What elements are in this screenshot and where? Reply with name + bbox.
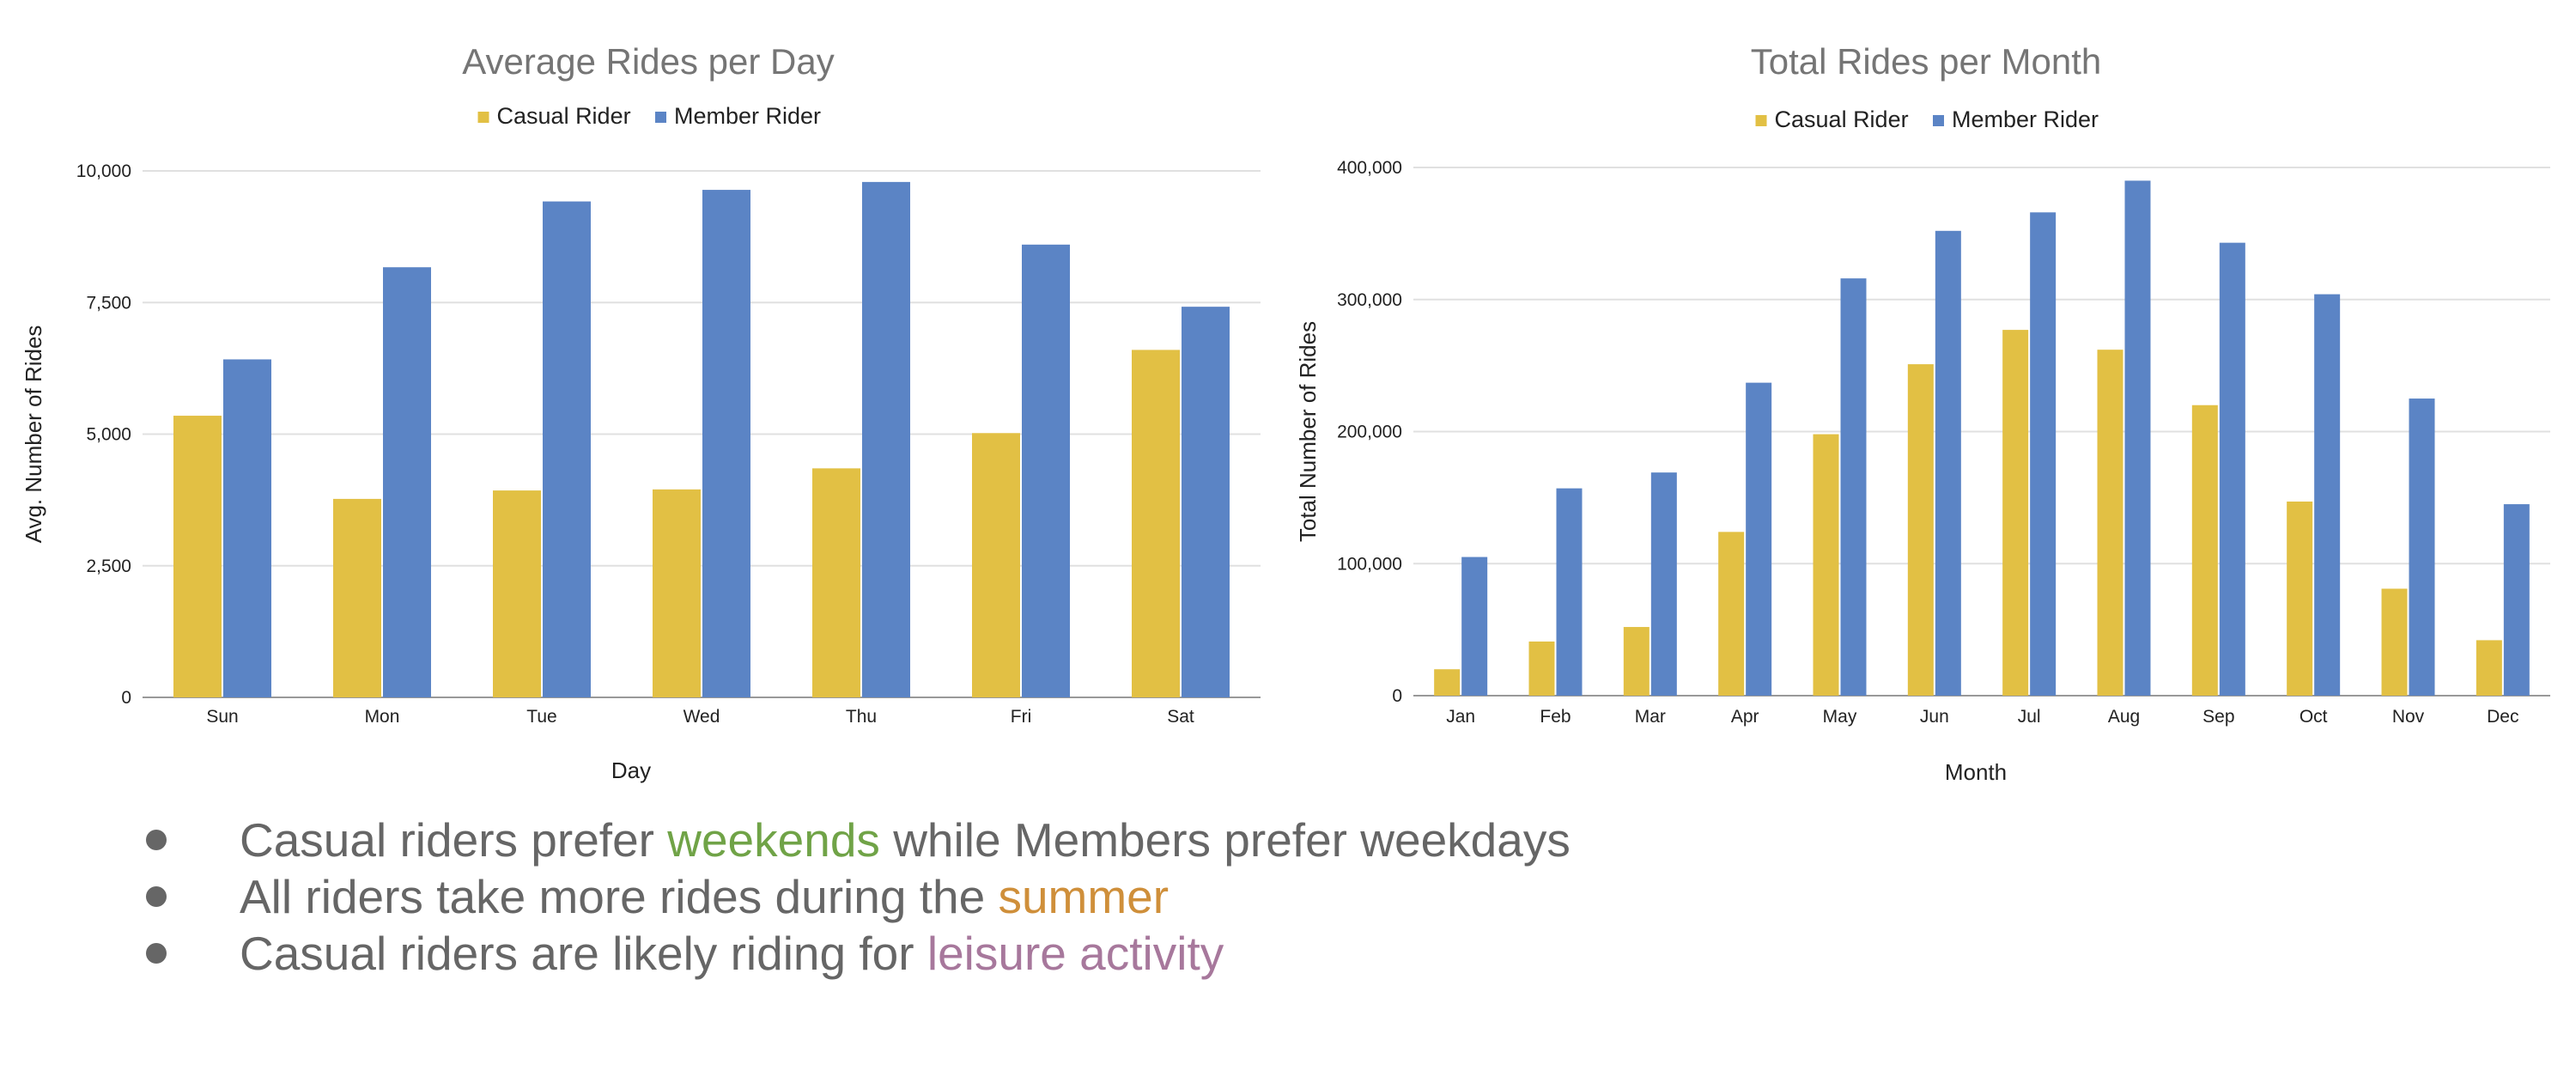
bar-casual-sep	[2191, 405, 2218, 696]
legend-swatch	[655, 112, 666, 123]
legend-swatch	[1933, 115, 1944, 126]
x-tick-label: Feb	[1540, 707, 1571, 727]
insight-text: Casual riders prefer weekends while Memb…	[240, 813, 1571, 867]
insight-item: Casual riders are likely riding for leis…	[146, 925, 1571, 982]
bar-member-nov	[2409, 398, 2435, 696]
bar-member-jan	[1461, 557, 1488, 696]
bar-member-may	[1840, 278, 1867, 696]
bar-casual-sat	[1132, 350, 1180, 697]
bar-casual-oct	[2287, 501, 2313, 696]
y-axis-title: Avg. Number of Rides	[21, 325, 46, 544]
legend-swatch	[477, 112, 489, 123]
y-tick-label: 5,000	[86, 425, 131, 445]
y-axis-title: Total Number of Rides	[1295, 321, 1321, 542]
legend-swatch	[1755, 115, 1767, 126]
bar-member-sat	[1182, 307, 1230, 697]
insight-text: All riders take more rides during the su…	[240, 870, 1170, 923]
legend-label: Casual Rider	[497, 103, 631, 129]
y-tick-label: 200,000	[1337, 423, 1402, 442]
x-tick-label: Wed	[683, 707, 720, 727]
x-axis-title: Month	[1945, 759, 2007, 785]
bar-casual-apr	[1718, 532, 1745, 696]
bar-casual-mar	[1623, 627, 1649, 696]
highlight-weekends: weekends	[667, 813, 880, 867]
highlight-leisure: leisure activity	[927, 927, 1224, 980]
bar-casual-may	[1813, 434, 1839, 696]
x-axis-title: Day	[611, 757, 651, 783]
x-tick-label: Sun	[206, 707, 238, 727]
bar-member-thu	[862, 181, 910, 698]
bar-casual-sun	[173, 416, 222, 697]
y-tick-label: 2,500	[86, 557, 131, 576]
x-tick-label: Apr	[1731, 707, 1759, 727]
x-tick-label: Jan	[1446, 707, 1475, 727]
bar-member-fri	[1022, 244, 1070, 697]
x-tick-label: Aug	[2108, 707, 2140, 727]
x-tick-label: Oct	[2300, 707, 2328, 727]
bar-member-jul	[2030, 212, 2057, 696]
bar-member-jun	[1935, 230, 1961, 696]
legend-label: Casual Rider	[1775, 106, 1909, 132]
bar-casual-jul	[2002, 330, 2029, 696]
insight-item: All riders take more rides during the su…	[146, 868, 1571, 925]
bar-casual-feb	[1528, 641, 1555, 696]
y-tick-label: 0	[121, 688, 131, 708]
y-tick-label: 400,000	[1337, 158, 1402, 178]
bar-member-aug	[2124, 180, 2151, 696]
x-tick-label: Thu	[846, 707, 877, 727]
chart-legend: Casual Rider Member Rider	[1755, 106, 2099, 132]
chart-title: Total Rides per Month	[1751, 41, 2102, 82]
x-tick-label: Jun	[1920, 707, 1949, 727]
x-tick-label: Nov	[2392, 707, 2425, 727]
legend-label: Member Rider	[1952, 106, 2099, 132]
y-tick-label: 100,000	[1337, 554, 1402, 574]
x-tick-label: Sat	[1167, 707, 1194, 727]
bar-member-mar	[1650, 472, 1677, 696]
bar-casual-jun	[1907, 364, 1934, 696]
bar-member-oct	[2314, 294, 2341, 696]
bar-member-wed	[702, 190, 750, 697]
x-tick-label: Jul	[2018, 707, 2041, 727]
bar-casual-dec	[2476, 640, 2502, 696]
chart-title: Average Rides per Day	[462, 41, 834, 82]
bar-member-tue	[543, 201, 591, 697]
bullet-dot-icon	[146, 943, 167, 964]
bar-member-feb	[1556, 488, 1583, 696]
chart-legend: Casual Rider Member Rider	[477, 103, 821, 129]
charts-area: Average Rides per Day Casual Rider Member …	[21, 41, 2550, 785]
insight-item: Casual riders prefer weekends while Memb…	[146, 812, 1571, 868]
x-tick-label: Dec	[2487, 707, 2518, 727]
bar-casual-thu	[812, 468, 860, 697]
x-tick-label: Tue	[526, 707, 556, 727]
bar-casual-mon	[333, 498, 381, 697]
legend-label: Member Rider	[674, 103, 821, 129]
x-tick-label: Fri	[1011, 707, 1032, 727]
y-tick-label: 7,500	[86, 293, 131, 313]
bar-casual-fri	[972, 433, 1020, 697]
bar-casual-jan	[1434, 669, 1461, 696]
bar-member-apr	[1746, 382, 1772, 696]
insights-list: Casual riders prefer weekends while Memb…	[146, 812, 1571, 982]
bar-member-mon	[383, 267, 431, 697]
chart-2: Total Rides per Month Casual Rider Member …	[1295, 41, 2550, 785]
insight-text: Casual riders are likely riding for leis…	[240, 927, 1224, 980]
x-tick-label: Mon	[365, 707, 400, 727]
bar-member-sep	[2219, 242, 2245, 696]
x-tick-label: Sep	[2202, 707, 2234, 727]
bar-casual-nov	[2381, 588, 2408, 696]
chart-1: Average Rides per Day Casual Rider Member …	[21, 41, 1261, 783]
bar-casual-aug	[2097, 350, 2123, 696]
highlight-summer: summer	[998, 870, 1170, 923]
y-tick-label: 10,000	[76, 161, 131, 181]
bar-casual-tue	[493, 490, 541, 697]
bar-casual-wed	[653, 489, 701, 697]
y-tick-label: 300,000	[1337, 290, 1402, 310]
bullet-dot-icon	[146, 830, 167, 850]
y-tick-label: 0	[1392, 686, 1402, 706]
bar-member-dec	[2503, 504, 2530, 696]
x-tick-label: Mar	[1635, 707, 1666, 727]
bar-member-sun	[223, 359, 271, 697]
bullet-dot-icon	[146, 886, 167, 907]
x-tick-label: May	[1823, 707, 1857, 727]
